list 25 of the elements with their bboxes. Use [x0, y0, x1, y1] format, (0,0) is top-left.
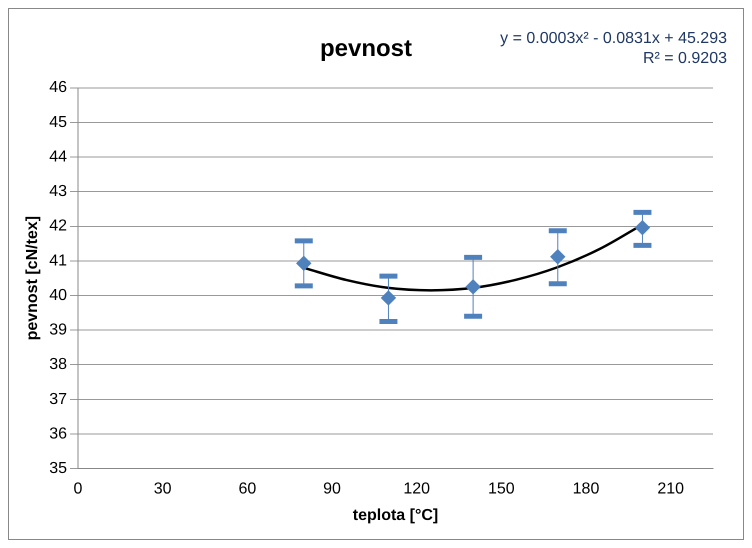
y-tick-label: 38: [49, 356, 68, 374]
y-tick-label: 40: [49, 286, 68, 304]
x-tick-label: 30: [154, 480, 172, 498]
y-tick-label: 41: [49, 252, 68, 270]
x-tick-label: 0: [74, 480, 83, 498]
y-tick-label: 46: [49, 79, 68, 96]
x-axis-title: teplota [°C]: [352, 506, 438, 524]
text: R² = 0.9203: [642, 50, 728, 67]
y-tick-label: 37: [49, 390, 68, 408]
y-tick-label: 35: [49, 460, 68, 478]
chart-title: pevnost: [320, 35, 412, 62]
y-axis-title: pevnost [cN/tex]: [24, 216, 42, 340]
x-tick-label: 180: [572, 480, 600, 498]
x-tick-label: 150: [488, 480, 515, 498]
x-tick-label: 60: [238, 480, 256, 498]
y-tick-label: 43: [49, 183, 68, 200]
x-tick-label: 210: [657, 480, 684, 498]
y-tick-label: 36: [49, 425, 68, 442]
x-tick-label: 90: [323, 480, 341, 498]
y-tick-label: 44: [49, 148, 68, 166]
y-tick-label: 45: [49, 114, 68, 131]
x-tick-label: 120: [403, 480, 430, 498]
y-tick-label: 42: [49, 218, 68, 235]
y-tick-label: 39: [49, 322, 68, 339]
text: y = 0.0003x² - 0.0831x + 45.293: [500, 30, 728, 47]
